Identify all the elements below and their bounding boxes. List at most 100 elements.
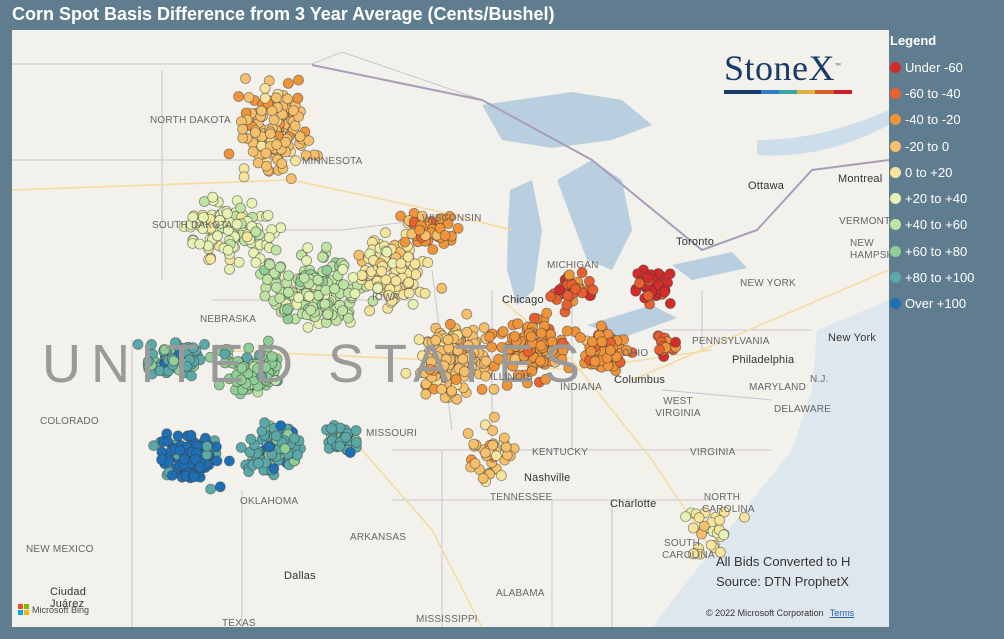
bid-point xyxy=(178,453,190,465)
label-nashville: Nashville xyxy=(524,472,571,484)
bid-point xyxy=(556,337,568,349)
bing-attribution: Microsoft Bing xyxy=(18,604,89,615)
bid-point xyxy=(320,241,332,253)
bid-point xyxy=(194,238,206,250)
legend-item[interactable]: -20 to 0 xyxy=(890,133,1002,159)
legend-item[interactable]: Over +100 xyxy=(890,291,1002,317)
bid-point xyxy=(249,127,261,138)
bid-point xyxy=(259,92,271,104)
label-nj: N.J. xyxy=(810,374,829,385)
bid-point xyxy=(468,438,480,450)
bid-point xyxy=(430,334,442,346)
label-west-virginia: WEST VIRGINIA xyxy=(655,396,701,419)
legend-item[interactable]: Under -60 xyxy=(890,54,1002,80)
label-chicago: Chicago xyxy=(502,294,544,306)
bid-point xyxy=(461,308,473,320)
bid-point xyxy=(270,244,282,256)
bid-point xyxy=(305,304,317,316)
bid-point xyxy=(444,318,456,330)
bid-point xyxy=(409,258,421,270)
legend-dot-icon xyxy=(890,61,901,73)
bid-point xyxy=(561,325,573,337)
bid-point xyxy=(407,298,419,310)
bid-point xyxy=(561,299,573,311)
label-north-carolina: NORTH CAROLINA xyxy=(702,492,755,515)
legend-label: 0 to +20 xyxy=(905,164,953,180)
bid-point xyxy=(414,224,426,236)
bid-point xyxy=(556,353,568,365)
bid-point xyxy=(271,139,283,150)
bid-point xyxy=(442,218,454,230)
legend-label: Under -60 xyxy=(905,59,963,75)
bid-point xyxy=(350,436,362,448)
legend-item[interactable]: +20 to +40 xyxy=(890,185,1002,211)
bid-point xyxy=(156,454,168,466)
bid-point xyxy=(174,444,186,456)
bid-point xyxy=(480,355,492,367)
country-label: UNITED STATES xyxy=(42,334,591,394)
bid-point xyxy=(204,351,216,363)
bid-point xyxy=(283,270,294,282)
bid-point xyxy=(199,338,210,350)
bid-point xyxy=(270,375,282,386)
stonex-logo: StoneX™ xyxy=(724,48,854,98)
bid-point xyxy=(395,257,407,269)
legend-item[interactable]: 0 to +20 xyxy=(890,159,1002,185)
legend-item[interactable]: +60 to +80 xyxy=(890,238,1002,264)
bid-point xyxy=(353,249,365,261)
label-michigan: MICHIGAN xyxy=(547,260,599,271)
bid-point xyxy=(512,318,524,330)
bid-point xyxy=(205,483,217,495)
legend-label: -60 to -40 xyxy=(905,85,961,101)
bid-point xyxy=(458,366,470,377)
bid-point xyxy=(247,146,259,157)
bid-point xyxy=(642,272,654,284)
bid-point xyxy=(268,463,280,474)
terms-link[interactable]: Terms xyxy=(829,608,855,618)
bid-point xyxy=(224,263,235,275)
bid-point xyxy=(303,135,315,146)
bid-point xyxy=(522,346,534,358)
bid-point xyxy=(282,78,294,89)
label-missouri: MISSOURI xyxy=(366,428,418,439)
bid-point xyxy=(235,202,246,214)
label-new-york-city: New York xyxy=(828,332,877,344)
bid-point xyxy=(233,256,245,268)
bid-point xyxy=(687,522,699,534)
bid-point xyxy=(166,469,178,481)
bid-point xyxy=(525,331,537,343)
bid-points xyxy=(132,73,750,560)
bid-point xyxy=(285,173,297,185)
bid-point xyxy=(322,308,334,320)
bid-point xyxy=(236,362,248,374)
legend-title: Legend xyxy=(890,33,937,48)
bid-point xyxy=(554,284,565,296)
bid-point xyxy=(245,433,257,445)
bid-point xyxy=(436,282,448,294)
bid-point xyxy=(440,371,452,383)
legend-item[interactable]: +80 to +100 xyxy=(890,264,1002,290)
bid-point xyxy=(383,289,395,301)
label-indiana: INDIANA xyxy=(560,382,602,393)
bid-point xyxy=(211,455,223,467)
map-title: Corn Spot Basis Difference from 3 Year A… xyxy=(12,4,555,24)
label-minnesota: MINNESOTA xyxy=(302,156,363,167)
legend-dot-icon xyxy=(890,219,901,231)
bid-point xyxy=(262,209,274,221)
legend-item[interactable]: -60 to -40 xyxy=(890,80,1002,106)
bid-point xyxy=(541,307,553,319)
legend-item[interactable]: +40 to +60 xyxy=(890,212,1002,238)
label-oklahoma: OKLAHOMA xyxy=(240,496,299,507)
bid-point xyxy=(337,305,349,317)
legend: Legend Under -60 -60 to -40 -40 to -20 -20 … xyxy=(890,33,1002,317)
bid-point xyxy=(427,244,439,255)
bid-point xyxy=(223,148,235,160)
bid-point xyxy=(395,210,407,222)
bid-point xyxy=(526,365,538,377)
bid-point xyxy=(329,283,340,295)
bid-point xyxy=(585,345,597,357)
legend-label: -20 to 0 xyxy=(905,138,950,154)
bid-point xyxy=(246,197,258,209)
basis-map[interactable]: UNITED STATES NORTH DAKOTA SOUTH DAKOTA … xyxy=(12,30,889,627)
legend-item[interactable]: -40 to -20 xyxy=(890,107,1002,133)
